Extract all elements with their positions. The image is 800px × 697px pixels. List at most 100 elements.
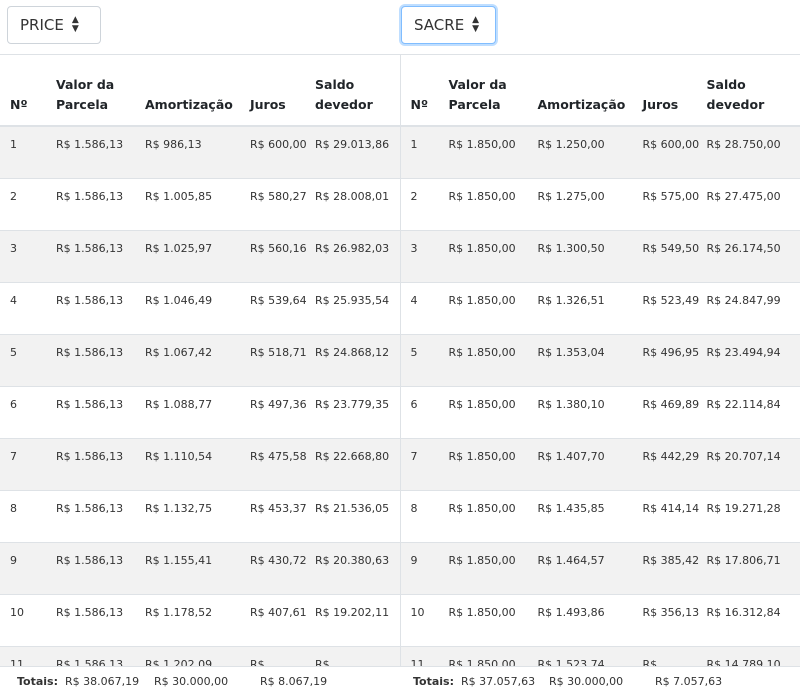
cell-juros: R$ 496,95 bbox=[643, 334, 707, 386]
cell-juros: R$ 453,37 bbox=[250, 490, 315, 542]
cell-valor-parcela: R$ 1.850,00 bbox=[449, 438, 538, 490]
cell-saldo-devedor: R$ 24.868,12 bbox=[315, 334, 400, 386]
price-select-value: PRICE bbox=[20, 7, 64, 43]
cell-saldo-devedor: R$ 28.750,00 bbox=[707, 126, 800, 178]
col-header-amortizacao: Amortização bbox=[145, 55, 250, 127]
cell-valor-parcela: R$ 1.586,13 bbox=[56, 542, 145, 594]
cell-amortizacao: R$ 1.110,54 bbox=[145, 438, 250, 490]
cell-valor-parcela: R$ 1.850,00 bbox=[449, 542, 538, 594]
cell-valor-parcela: R$ 1.586,13 bbox=[56, 594, 145, 646]
cell-saldo-devedor: R$ 16.312,84 bbox=[707, 594, 800, 646]
cell-saldo-devedor: R$ 21.536,05 bbox=[315, 490, 400, 542]
cell-saldo-devedor: R$ 19.202,11 bbox=[315, 594, 400, 646]
cell-juros: R$ 442,29 bbox=[643, 438, 707, 490]
cell-saldo-devedor: R$ 22.114,84 bbox=[707, 386, 800, 438]
cell-juros: R$ 385,42 bbox=[643, 542, 707, 594]
cell-valor-parcela: R$ 1.850,00 bbox=[449, 230, 538, 282]
cell-valor-parcela: R$ 1.586,13 bbox=[56, 646, 145, 666]
cell-amortizacao: R$ 1.523,74 bbox=[538, 646, 643, 666]
cell-numero: 7 bbox=[0, 438, 56, 490]
cell-valor-parcela: R$ 1.850,00 bbox=[449, 490, 538, 542]
sacre-select[interactable]: SACRE ▲︎▼︎ bbox=[401, 6, 496, 44]
cell-amortizacao: R$ 1.025,97 bbox=[145, 230, 250, 282]
sacre-total-parcela: R$ 37.057,63 bbox=[461, 675, 535, 688]
col-header-numero: Nº bbox=[0, 55, 56, 127]
cell-amortizacao: R$ 986,13 bbox=[145, 126, 250, 178]
cell-amortizacao: R$ 1.464,57 bbox=[538, 542, 643, 594]
cell-valor-parcela: R$ 1.850,00 bbox=[449, 334, 538, 386]
cell-numero: 3 bbox=[0, 230, 56, 282]
table-header-row: Nº Valor da Parcela Amortização Juros Sa… bbox=[0, 55, 400, 127]
cell-valor-parcela: R$ 1.850,00 bbox=[449, 594, 538, 646]
cell-amortizacao: R$ 1.435,85 bbox=[538, 490, 643, 542]
price-table-panel[interactable]: Nº Valor da Parcela Amortização Juros Sa… bbox=[0, 54, 400, 666]
price-table: Nº Valor da Parcela Amortização Juros Sa… bbox=[0, 54, 400, 666]
cell-amortizacao: R$ 1.132,75 bbox=[145, 490, 250, 542]
cell-juros: R$ 580,27 bbox=[250, 178, 315, 230]
cell-juros: R$ 475,58 bbox=[250, 438, 315, 490]
col-header-juros: Juros bbox=[643, 55, 707, 127]
cell-juros: R$ 414,14 bbox=[643, 490, 707, 542]
cell-amortizacao: R$ 1.300,50 bbox=[538, 230, 643, 282]
price-select[interactable]: PRICE ▲︎▼︎ bbox=[7, 6, 101, 44]
cell-numero: 10 bbox=[401, 594, 449, 646]
sacre-select-value: SACRE bbox=[414, 7, 464, 43]
cell-numero: 9 bbox=[401, 542, 449, 594]
cell-saldo-devedor: R$ 26.982,03 bbox=[315, 230, 400, 282]
cell-numero: 6 bbox=[0, 386, 56, 438]
cell-valor-parcela: R$ 1.850,00 bbox=[449, 282, 538, 334]
cell-saldo-devedor: R$ 23.779,35 bbox=[315, 386, 400, 438]
cell-juros: R$ 407,61 bbox=[250, 594, 315, 646]
sacre-totals-label: Totais: bbox=[413, 675, 454, 688]
cell-valor-parcela: R$ 1.586,13 bbox=[56, 490, 145, 542]
cell-valor-parcela: R$ 1.586,13 bbox=[56, 386, 145, 438]
sort-caret-icon: ▲︎▼︎ bbox=[472, 16, 479, 34]
cell-amortizacao: R$ 1.407,70 bbox=[538, 438, 643, 490]
price-total-juros: R$ 8.067,19 bbox=[260, 675, 327, 688]
price-total-amortizacao: R$ 30.000,00 bbox=[154, 675, 228, 688]
cell-saldo-devedor: R$ 26.174,50 bbox=[707, 230, 800, 282]
cell-valor-parcela: R$ 1.586,13 bbox=[56, 230, 145, 282]
cell-juros: R$ 430,72 bbox=[250, 542, 315, 594]
cell-numero: 1 bbox=[0, 126, 56, 178]
cell-juros: R$ 560,16 bbox=[250, 230, 315, 282]
totals-bar: Totais: R$ 38.067,19 R$ 30.000,00 R$ 8.0… bbox=[0, 666, 800, 697]
sacre-total-juros: R$ 7.057,63 bbox=[655, 675, 722, 688]
cell-amortizacao: R$ 1.155,41 bbox=[145, 542, 250, 594]
cell-valor-parcela: R$ 1.586,13 bbox=[56, 334, 145, 386]
cell-saldo-devedor: R$ bbox=[315, 646, 400, 666]
cell-saldo-devedor: R$ 22.668,80 bbox=[315, 438, 400, 490]
col-header-saldo-devedor: Saldo devedor bbox=[315, 55, 400, 127]
cell-valor-parcela: R$ 1.850,00 bbox=[449, 646, 538, 666]
cell-amortizacao: R$ 1.088,77 bbox=[145, 386, 250, 438]
cell-numero: 5 bbox=[0, 334, 56, 386]
cell-juros: R$ 600,00 bbox=[643, 126, 707, 178]
cell-amortizacao: R$ 1.005,85 bbox=[145, 178, 250, 230]
tables-area[interactable]: Nº Valor da Parcela Amortização Juros Sa… bbox=[0, 54, 800, 666]
cell-juros: R$ 539,64 bbox=[250, 282, 315, 334]
cell-numero: 10 bbox=[0, 594, 56, 646]
cell-valor-parcela: R$ 1.850,00 bbox=[449, 126, 538, 178]
cell-numero: 5 bbox=[401, 334, 449, 386]
col-header-valor-parcela: Valor da Parcela bbox=[56, 55, 145, 127]
cell-numero: 4 bbox=[0, 282, 56, 334]
cell-numero: 8 bbox=[401, 490, 449, 542]
cell-amortizacao: R$ 1.380,10 bbox=[538, 386, 643, 438]
sacre-table-panel[interactable]: Nº Valor da Parcela Amortização Juros Sa… bbox=[400, 54, 800, 666]
cell-juros: R$ 497,36 bbox=[250, 386, 315, 438]
